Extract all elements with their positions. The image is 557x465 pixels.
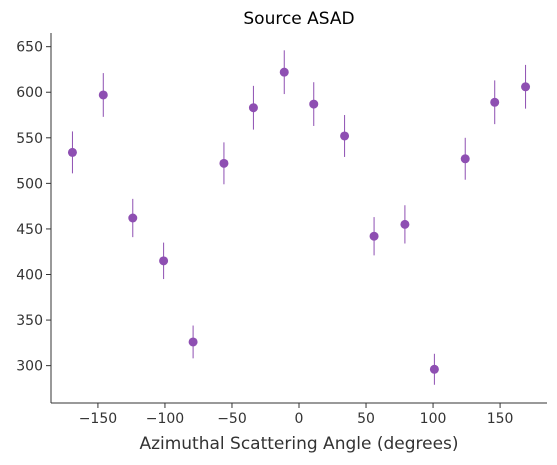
data-point (128, 213, 138, 223)
y-tick-label: 300 (16, 359, 43, 375)
x-axis-label: Azimuthal Scattering Angle (degrees) (139, 434, 458, 454)
data-point (279, 67, 289, 77)
y-tick-label: 500 (16, 176, 43, 192)
x-tick-label: 100 (420, 411, 447, 427)
y-ticks: 300 350 400 450 500 550 600 650 (16, 40, 51, 375)
x-tick-label: 150 (487, 411, 514, 427)
data-point (429, 364, 439, 374)
data-point (159, 256, 169, 266)
data-point (521, 82, 531, 92)
x-tick-label: 0 (295, 411, 304, 427)
y-tick-label: 400 (16, 268, 43, 284)
data-point (309, 99, 319, 109)
data-point (400, 219, 410, 229)
y-tick-label: 350 (16, 313, 43, 329)
y-tick-label: 650 (16, 40, 43, 56)
y-tick-label: 550 (16, 131, 43, 147)
plot-area: −150 −100 −50 0 50 100 150 300 350 400 450 500 550 6… (16, 33, 547, 427)
data-point (219, 158, 229, 168)
data-point (248, 103, 258, 113)
data-point (188, 337, 198, 347)
data-point (67, 147, 77, 157)
x-tick-label: 50 (357, 411, 375, 427)
chart-title: Source ASAD (243, 9, 354, 29)
data-point (369, 231, 379, 241)
y-tick-label: 600 (16, 85, 43, 101)
x-ticks: −150 −100 −50 0 50 100 150 (79, 403, 514, 427)
x-tick-label: −100 (146, 411, 184, 427)
data-point (98, 90, 108, 100)
x-tick-label: −50 (217, 411, 247, 427)
data-point (490, 97, 500, 107)
data-point (460, 154, 470, 164)
data-point (340, 131, 350, 141)
y-tick-label: 450 (16, 222, 43, 238)
data-points (67, 50, 531, 385)
x-tick-label: −150 (79, 411, 117, 427)
